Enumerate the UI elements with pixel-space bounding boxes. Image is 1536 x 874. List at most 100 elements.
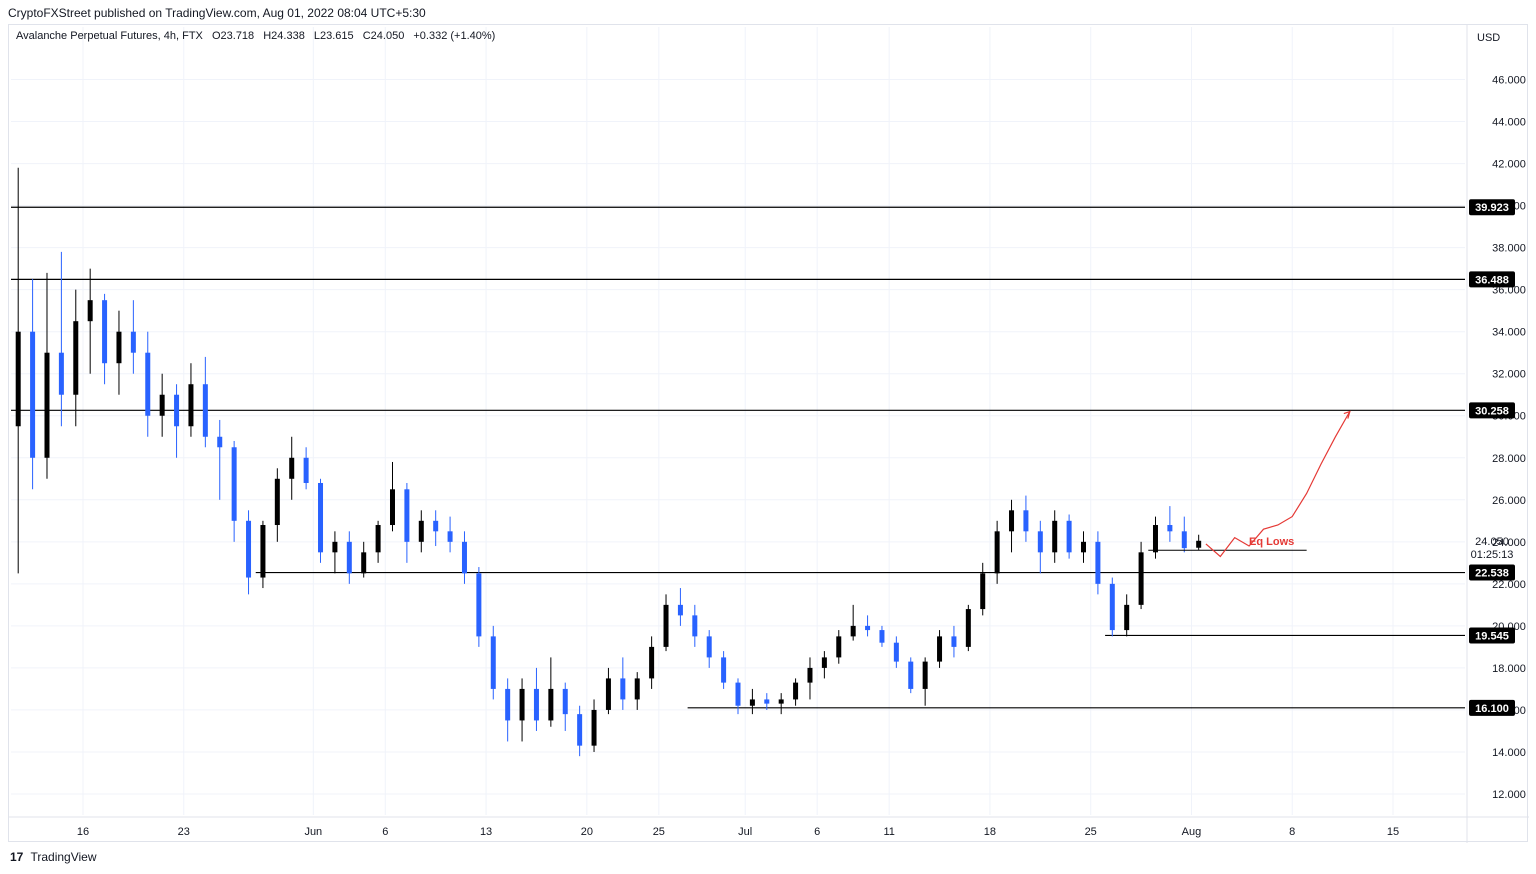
candle-body: [706, 636, 712, 658]
time-tick-label: 20: [581, 826, 593, 838]
candle-body: [490, 636, 496, 689]
price-tick-label: 42.000: [1492, 159, 1526, 171]
candle-body: [807, 667, 813, 683]
candle-body: [850, 625, 856, 637]
candle-body: [289, 457, 295, 479]
candle-body: [174, 394, 180, 427]
level-badge-bg: [1469, 271, 1515, 288]
candle-body: [677, 604, 683, 616]
candle-body: [404, 489, 410, 542]
candle-body: [836, 636, 842, 658]
candlestick-series: [15, 167, 1202, 757]
time-axis[interactable]: 16 23 Jun 6 13 20 25 Jul 6 11 18 25 Aug 8 15: [77, 826, 1399, 838]
candle-body: [634, 678, 640, 700]
price-tick-label: 24.000: [1492, 537, 1526, 549]
level-badge-bg: [1469, 402, 1515, 419]
price-tick-label: 34.000: [1492, 327, 1526, 339]
candle-body: [793, 682, 799, 700]
candle-body: [692, 615, 698, 637]
candle-body: [505, 688, 511, 721]
projection-arrowhead: [1343, 410, 1351, 419]
candle-body: [159, 394, 165, 416]
symbol-legend: Avalanche Perpetual Futures, 4h, FTX O23…: [16, 30, 501, 42]
level-badge-bg: [1469, 627, 1515, 644]
price-tick-label: 32.000: [1492, 369, 1526, 381]
candle-body: [1196, 540, 1202, 548]
level-badge: 36.488: [1475, 274, 1509, 286]
tradingview-logo-icon: 17: [10, 850, 24, 864]
candle-body: [778, 699, 784, 704]
candle-body: [346, 541, 352, 574]
candle-body: [389, 489, 395, 526]
price-tick-label: 36.000: [1492, 285, 1526, 297]
grid-lines: [11, 27, 1465, 815]
chart-frame[interactable]: Eq Lows USD 12.00014.00016.00018.00020.0…: [8, 24, 1529, 843]
price-tick-label: 38.000: [1492, 243, 1526, 255]
candle-body: [1081, 541, 1087, 553]
tradingview-footer[interactable]: 17 TradingView: [10, 850, 97, 864]
level-badge: 30.258: [1475, 405, 1509, 417]
candle-body: [965, 609, 971, 647]
level-badge-bg: [1469, 699, 1515, 716]
candle-body: [893, 642, 899, 662]
candle-body: [951, 636, 957, 647]
candle-body: [922, 661, 928, 689]
price-tick-label: 26.000: [1492, 495, 1526, 507]
price-axis[interactable]: 12.00014.00016.00018.00020.00022.00024.0…: [1492, 75, 1526, 801]
level-badge: 39.923: [1475, 202, 1509, 214]
candle-body: [361, 552, 367, 574]
candle-body: [649, 646, 655, 679]
candle-body: [764, 699, 770, 704]
candle-body: [865, 625, 871, 631]
price-tick-label: 12.000: [1492, 789, 1526, 801]
candle-body: [620, 678, 626, 700]
candle-body: [260, 525, 266, 578]
legend-low: L23.615: [313, 30, 354, 42]
candle-body: [1167, 525, 1173, 532]
candle-body: [980, 573, 986, 610]
candle-body: [937, 636, 943, 662]
candle-body: [202, 384, 208, 437]
candle-body: [274, 478, 280, 526]
horizontal-levels: [11, 206, 1465, 709]
candle-body: [1124, 604, 1130, 631]
candle-body: [246, 520, 252, 578]
time-tick-label: 11: [883, 826, 894, 838]
candle-body: [1138, 552, 1144, 605]
candle-body: [548, 688, 554, 721]
time-tick-label: Jul: [738, 826, 752, 838]
candle-body: [447, 531, 453, 542]
level-badge-bg: [1469, 199, 1515, 216]
time-tick-label: 6: [814, 826, 820, 838]
candle-body: [879, 630, 885, 643]
time-tick-label: 13: [480, 826, 492, 838]
time-tick-label: 25: [1085, 826, 1097, 838]
candle-body: [217, 436, 223, 448]
level-badge: 19.545: [1475, 630, 1509, 642]
tradingview-brand: TradingView: [30, 850, 97, 864]
legend-close: C24.050: [362, 30, 405, 42]
eq-lows-label: Eq Lows: [1249, 536, 1294, 548]
candle-body: [58, 352, 64, 395]
candle-body: [533, 688, 539, 721]
candle-body: [87, 300, 93, 322]
candle-body: [591, 709, 597, 746]
candle-body: [1052, 520, 1058, 553]
time-tick-label: 23: [178, 826, 190, 838]
currency-label: USD: [1477, 32, 1500, 44]
candle-body: [605, 678, 611, 710]
candle-body: [30, 331, 36, 458]
candle-body: [749, 699, 755, 706]
candle-body: [577, 714, 583, 746]
candle-body: [1181, 531, 1187, 549]
candle-body: [663, 604, 669, 647]
legend-open: O23.718: [211, 30, 255, 42]
time-tick-label: Jun: [304, 826, 322, 838]
candle-body: [1066, 520, 1072, 553]
price-tick-label: 22.000: [1492, 579, 1526, 591]
price-tick-label: 14.000: [1492, 747, 1526, 759]
price-tick-label: 18.000: [1492, 663, 1526, 675]
candle-body: [116, 331, 122, 364]
price-chart[interactable]: Eq Lows USD 12.00014.00016.00018.00020.0…: [9, 25, 1529, 843]
level-badge: 16.100: [1475, 703, 1509, 715]
